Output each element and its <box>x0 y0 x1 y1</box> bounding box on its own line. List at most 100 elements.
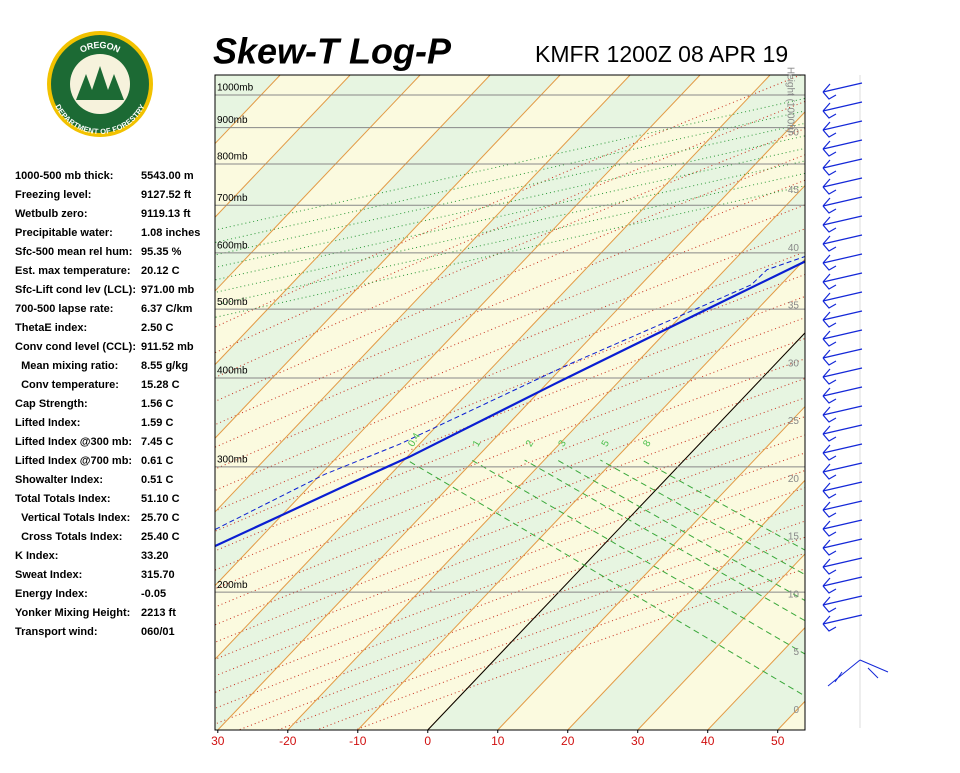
index-value: 0.51 C <box>141 474 173 486</box>
wind-barb <box>823 463 862 479</box>
index-label: K Index: <box>15 550 58 562</box>
y2-tick-label: 45 <box>788 185 800 196</box>
index-label: Vertical Totals Index: <box>15 512 130 524</box>
index-label: Total Totals Index: <box>15 493 111 505</box>
index-label: Lifted Index @300 mb: <box>15 436 132 448</box>
index-value: 315.70 <box>141 569 175 581</box>
wind-barb <box>823 273 862 289</box>
y2-axis-label: Height (1000ft) <box>784 67 795 133</box>
index-value: 971.00 mb <box>141 284 194 296</box>
index-label: ThetaE index: <box>15 322 87 334</box>
index-label: Cap Strength: <box>15 398 88 410</box>
pressure-label: 200mb <box>217 580 248 591</box>
index-label: Sfc-500 mean rel hum: <box>15 246 132 258</box>
x-tick-label: 0 <box>424 734 431 748</box>
index-label: Mean mixing ratio: <box>15 360 118 372</box>
index-label: Sweat Index: <box>15 569 82 581</box>
index-value: 060/01 <box>141 626 175 638</box>
y2-tick-label: 0 <box>793 705 799 716</box>
index-value: 25.40 C <box>141 531 180 543</box>
isotherm <box>848 75 960 730</box>
index-value: 1.08 inches <box>141 227 200 239</box>
wind-barb <box>823 292 862 308</box>
index-value: 8.55 g/kg <box>141 360 188 372</box>
index-value: 95.35 % <box>141 246 182 258</box>
index-value: 2.50 C <box>141 322 173 334</box>
pressure-label: 300mb <box>217 455 248 466</box>
logo: OREGON DEPARTMENT OF FORESTRY <box>47 31 153 137</box>
wind-barb <box>823 558 862 574</box>
chart-title: Skew-T Log-P <box>213 31 452 72</box>
wind-barb <box>823 501 862 517</box>
wind-barb <box>823 197 862 213</box>
pressure-label: 1000mb <box>217 83 254 94</box>
wind-barb <box>823 406 862 422</box>
x-tick-label: 30 <box>631 734 645 748</box>
wind-barb <box>823 178 862 194</box>
chart-subtitle: KMFR 1200Z 08 APR 19 <box>535 41 788 67</box>
index-value: 15.28 C <box>141 379 180 391</box>
index-label: Yonker Mixing Height: <box>15 607 130 619</box>
wind-barb <box>823 596 862 612</box>
pressure-label: 900mb <box>217 115 248 126</box>
x-tick-label: 50 <box>771 734 785 748</box>
index-value: 1.59 C <box>141 417 173 429</box>
index-label: Conv temperature: <box>15 379 119 391</box>
pressure-label: 400mb <box>217 366 248 377</box>
index-label: Showalter Index: <box>15 474 103 486</box>
index-label: Cross Totals Index: <box>15 531 122 543</box>
wind-barb <box>823 425 862 441</box>
wind-barb <box>828 660 888 686</box>
index-label: Wetbulb zero: <box>15 208 88 220</box>
index-value: 51.10 C <box>141 493 180 505</box>
pressure-label: 500mb <box>217 297 248 308</box>
index-label: Transport wind: <box>15 626 98 638</box>
index-value: 20.12 C <box>141 265 180 277</box>
wind-barb <box>823 140 862 156</box>
index-value: -0.05 <box>141 588 166 600</box>
index-value: 0.61 C <box>141 455 173 467</box>
index-value: 7.45 C <box>141 436 173 448</box>
wind-barb <box>823 121 862 137</box>
wind-barb <box>823 102 862 118</box>
index-value: 911.52 mb <box>141 341 194 353</box>
wind-barb <box>823 520 862 536</box>
y2-tick-label: 30 <box>788 358 800 369</box>
index-value: 6.37 C/km <box>141 303 193 315</box>
wind-barb <box>823 330 862 346</box>
index-value: 9127.52 ft <box>141 189 191 201</box>
wind-barb <box>823 482 862 498</box>
pressure-label: 800mb <box>217 152 248 163</box>
wind-barb <box>823 368 862 384</box>
index-label: Sfc-Lift cond lev (LCL): <box>15 284 136 296</box>
index-label: Conv cond level (CCL): <box>15 341 136 353</box>
wind-barb <box>823 615 862 631</box>
x-tick-label: 40 <box>701 734 715 748</box>
index-value: 25.70 C <box>141 512 180 524</box>
index-label: Est. max temperature: <box>15 265 131 277</box>
index-value: 33.20 <box>141 550 169 562</box>
wind-barb <box>823 387 862 403</box>
y2-tick-label: 50 <box>788 127 800 138</box>
wind-barb <box>823 235 862 251</box>
y2-tick-label: 20 <box>788 474 800 485</box>
index-label: Energy Index: <box>15 588 88 600</box>
isotherm-band <box>848 75 960 730</box>
wind-barb <box>823 444 862 460</box>
index-label: Lifted Index @700 mb: <box>15 455 132 467</box>
y2-tick-label: 5 <box>793 647 799 658</box>
wind-barb <box>823 349 862 365</box>
x-tick-label: -10 <box>349 734 367 748</box>
y2-tick-label: 40 <box>788 243 800 254</box>
index-value: 2213 ft <box>141 607 176 619</box>
wind-barb <box>823 577 862 593</box>
index-value: 9119.13 ft <box>141 208 191 220</box>
wind-barb <box>823 216 862 232</box>
wind-barb <box>823 83 862 99</box>
index-label: Precipitable water: <box>15 227 113 239</box>
wind-barb <box>823 159 862 175</box>
y2-tick-label: 25 <box>788 416 800 427</box>
y2-tick-label: 10 <box>788 589 800 600</box>
